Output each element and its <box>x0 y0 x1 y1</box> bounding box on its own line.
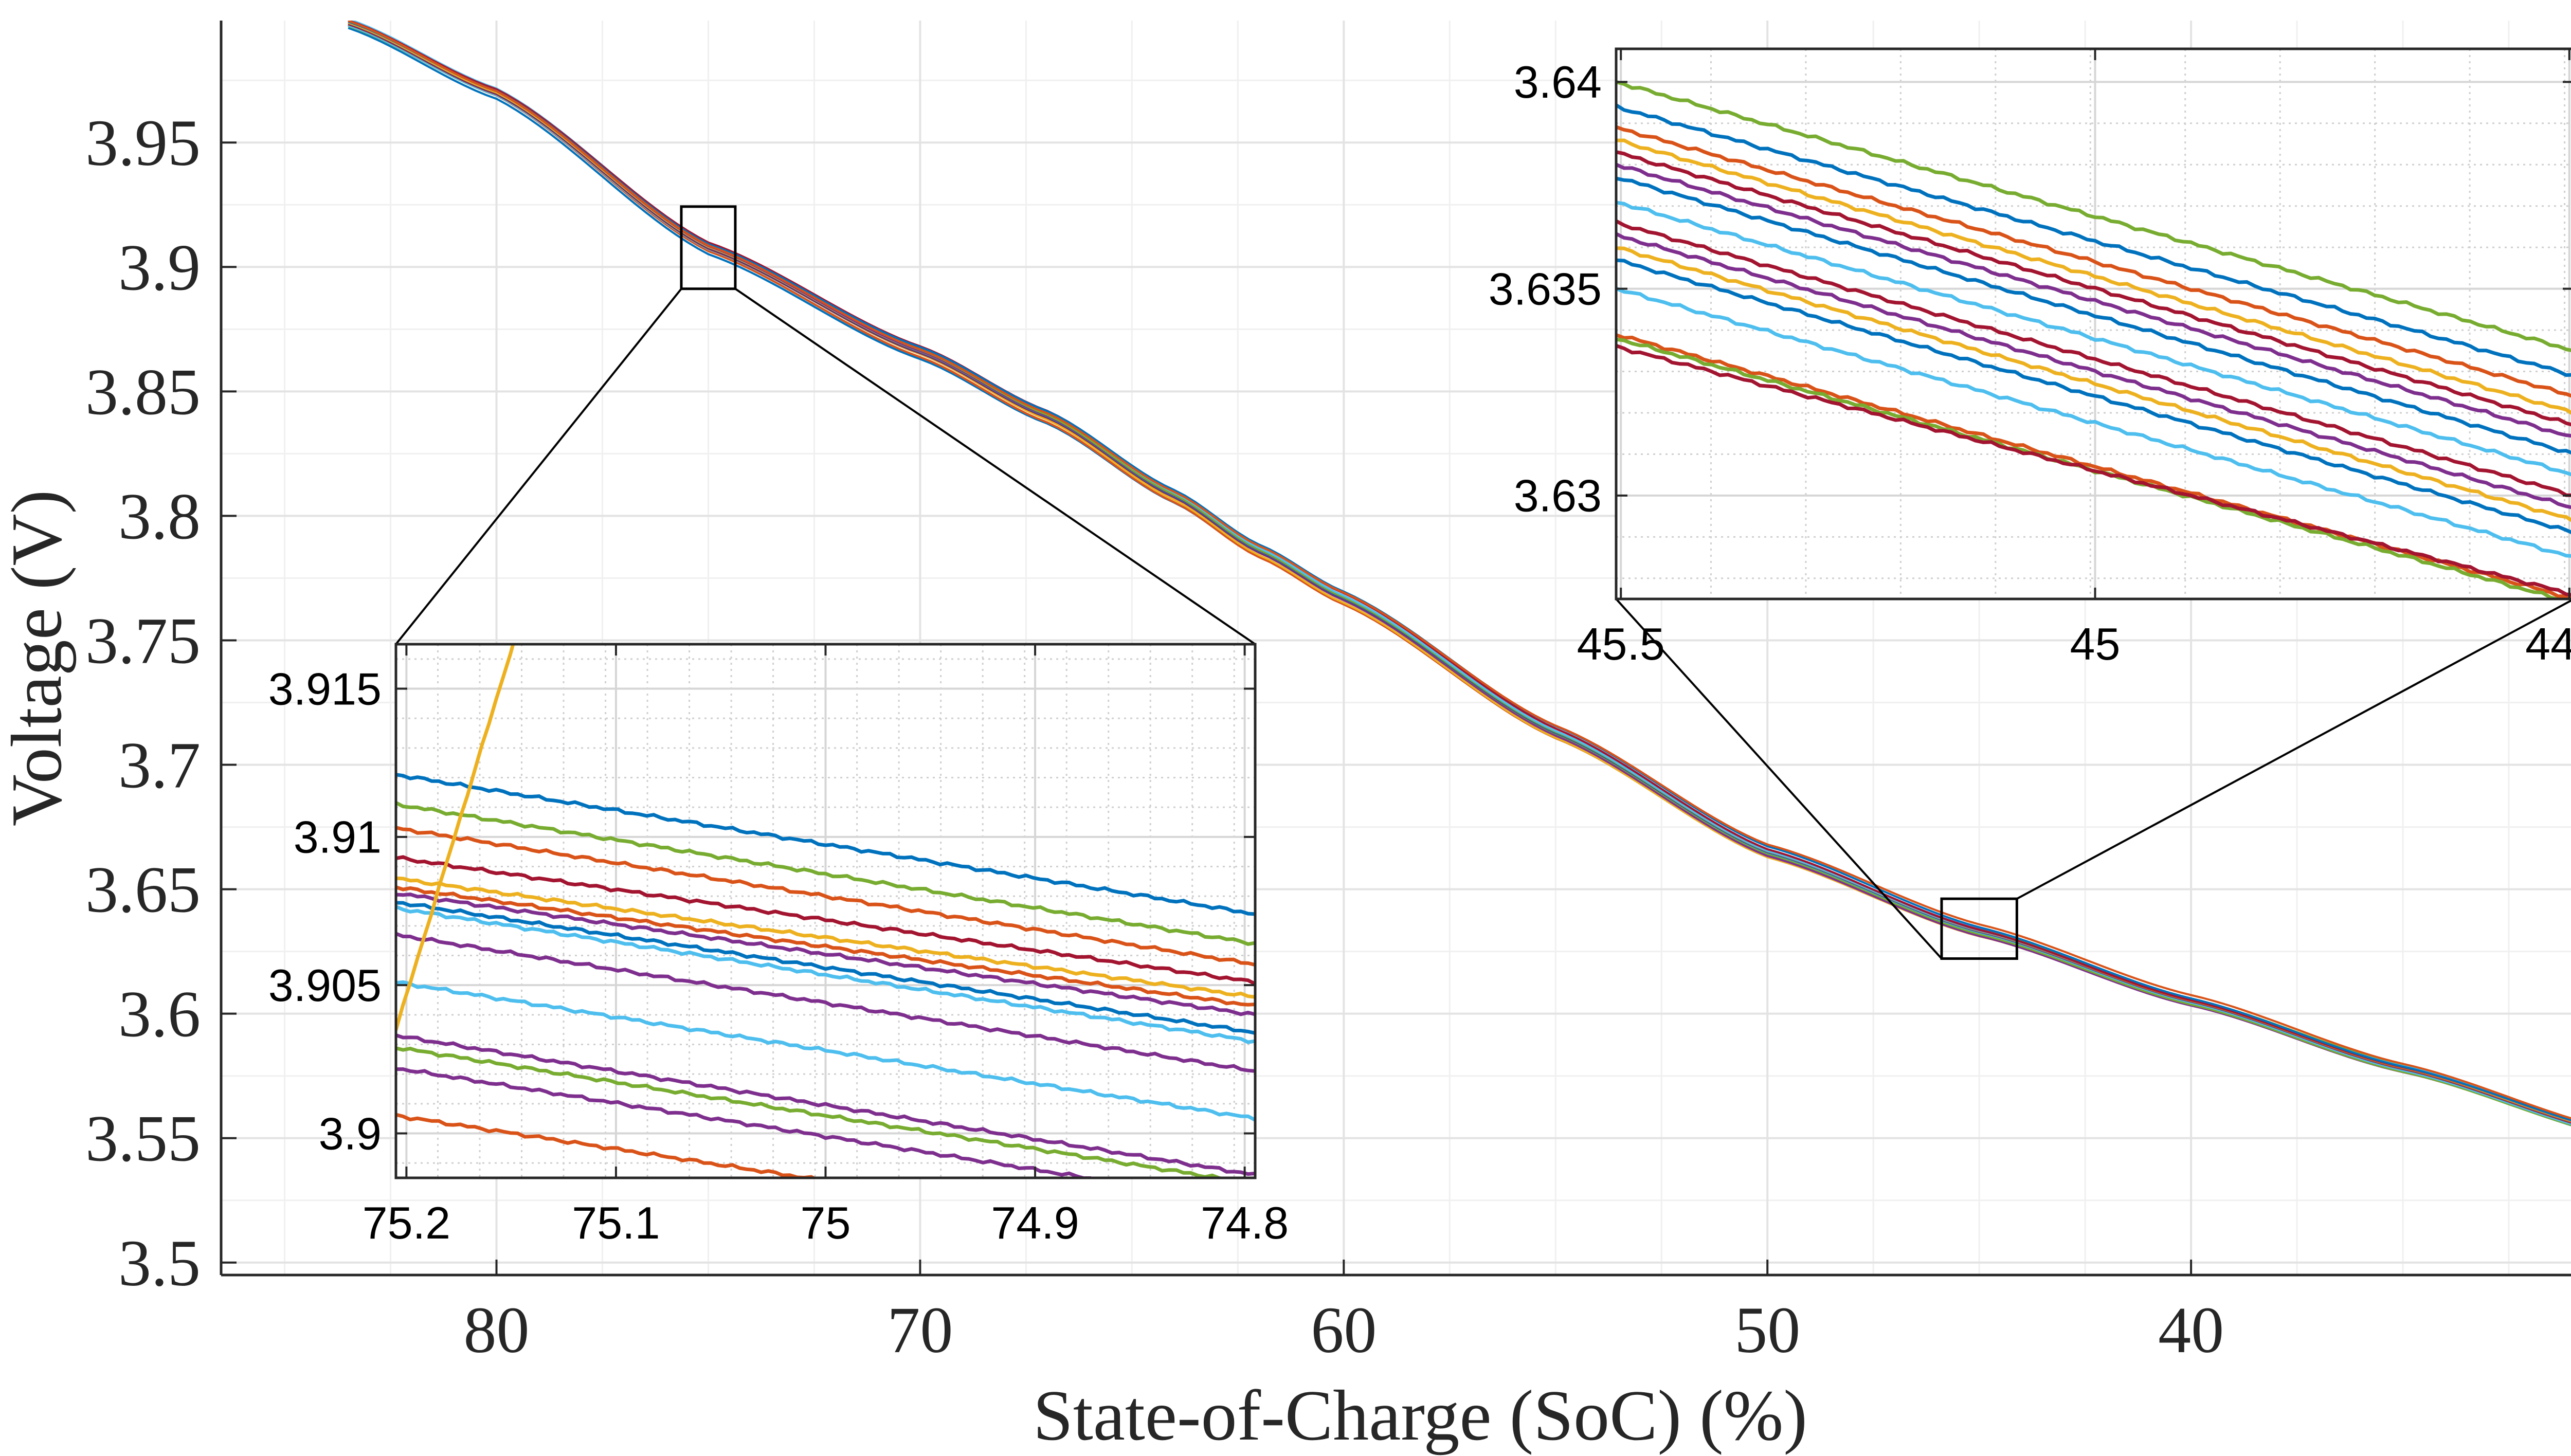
main-series-group <box>348 21 2571 1126</box>
main-x-tick-labels: 807060504030 <box>464 1294 2224 1367</box>
inset-series-line <box>1616 150 2571 427</box>
zoom-box-left <box>680 205 737 290</box>
main-y-tick-label: 3.9 <box>118 231 201 304</box>
main-x-tick-label: 70 <box>887 1294 953 1367</box>
inset-x-tick-label: 44.5 <box>2525 618 2571 669</box>
inset-series-line <box>396 980 1255 1122</box>
inset-y-tick-label: 3.915 <box>268 663 382 714</box>
inset-x-tick-label: 75 <box>801 1197 851 1248</box>
main-series-line <box>348 21 2571 1121</box>
inset-y-tick-label: 3.9 <box>319 1108 382 1159</box>
inset-series-line <box>396 855 1255 986</box>
inset-series-line <box>1616 103 2571 377</box>
inset-y-tick-label: 3.635 <box>1489 263 1602 314</box>
inset-series-group <box>1616 80 2571 599</box>
inset-series-line <box>396 892 1255 1016</box>
inset-series-line <box>1616 125 2571 398</box>
inset-y-tick-label: 3.64 <box>1514 57 1602 107</box>
zoom-connector-left <box>395 288 682 645</box>
main-y-tick-label: 3.85 <box>85 355 201 428</box>
inset-series-line <box>1616 162 2571 438</box>
zoom-connector-left <box>734 288 1256 645</box>
inset-series-line <box>396 1033 1255 1176</box>
inset-series-line <box>396 885 1255 1007</box>
inset-series-line <box>396 801 1255 947</box>
main-y-tick-label: 3.5 <box>118 1227 201 1300</box>
main-y-tick-labels: 3.5 3.55 3.6 3.65 3.7 3.75 3.8 3.85 3.9 3.95 <box>85 106 201 1300</box>
x-axis-label: State-of-Charge (SoC) (%) <box>1033 1376 1807 1455</box>
inset-series-line <box>396 1046 1230 1178</box>
inset-series-line <box>1616 138 2571 415</box>
inset-series-line <box>396 876 1255 999</box>
main-x-tick-label: 80 <box>464 1294 530 1367</box>
main-axes <box>220 21 2571 1277</box>
main-y-tick-label: 3.65 <box>85 853 201 926</box>
zoom-indicators <box>395 205 2571 960</box>
inset-y-tick-label: 3.63 <box>1514 470 1602 521</box>
inset-series-line <box>1616 246 2571 522</box>
inset-series-line <box>1616 80 2571 352</box>
inset-series-line <box>1616 232 2571 509</box>
inset-series-group <box>396 644 1255 1178</box>
main-x-tick-label: 50 <box>1734 1294 1800 1367</box>
main-y-tick-label: 3.6 <box>118 978 201 1051</box>
y-axis-label: Voltage (V) <box>0 490 77 826</box>
main-y-tick-label: 3.7 <box>118 729 201 802</box>
zoom-connector-right <box>2016 599 2571 900</box>
inset-y-tick-label: 3.91 <box>294 812 382 863</box>
inset-series-line <box>1616 219 2571 497</box>
main-y-tick-label: 3.8 <box>118 480 201 553</box>
main-x-tick-label: 60 <box>1311 1294 1377 1367</box>
inset-series-line <box>1616 286 2571 558</box>
inset-x-tick-label: 45.5 <box>1577 618 1665 669</box>
inset-x-tick-label: 74.8 <box>1201 1197 1289 1248</box>
main-y-tick-label: 3.95 <box>85 106 201 179</box>
inset-x-tick-label: 75.2 <box>363 1197 450 1248</box>
zoom-connector-right <box>1615 598 1943 959</box>
inset-series-line <box>1616 176 2571 454</box>
inset-series-line <box>396 932 1255 1073</box>
inset-series-line <box>396 773 1255 916</box>
inset-series-line <box>1616 343 2571 597</box>
inset-right: 45.5 45 44.5 3.63 3.635 3.64 <box>1489 47 2571 669</box>
inset-x-tick-label: 75.1 <box>572 1197 660 1248</box>
inset-y-tick-label: 3.905 <box>268 960 382 1011</box>
main-series-line <box>348 21 2571 1120</box>
main-y-tick-label: 3.55 <box>85 1102 201 1175</box>
inset-series-line <box>396 1113 818 1178</box>
main-y-tick-label: 3.75 <box>85 604 201 677</box>
inset-series-line <box>396 905 1255 1044</box>
inset-series-line <box>396 901 1255 1035</box>
zoom-box-right <box>1940 897 2018 960</box>
inset-series-line <box>1616 201 2571 477</box>
inset-left: 75.2 75.1 75 74.9 74.8 3.9 3.905 3.91 3.915 <box>268 643 1289 1248</box>
inset-series-line <box>396 826 1255 967</box>
inset-x-tick-label: 74.9 <box>991 1197 1079 1248</box>
inset-background <box>1616 49 2571 599</box>
inset-series-line <box>1616 258 2571 534</box>
inset-x-tick-label: 45 <box>2070 618 2121 669</box>
main-x-tick-label: 40 <box>2158 1294 2224 1367</box>
inset-series-line <box>396 1067 1095 1178</box>
